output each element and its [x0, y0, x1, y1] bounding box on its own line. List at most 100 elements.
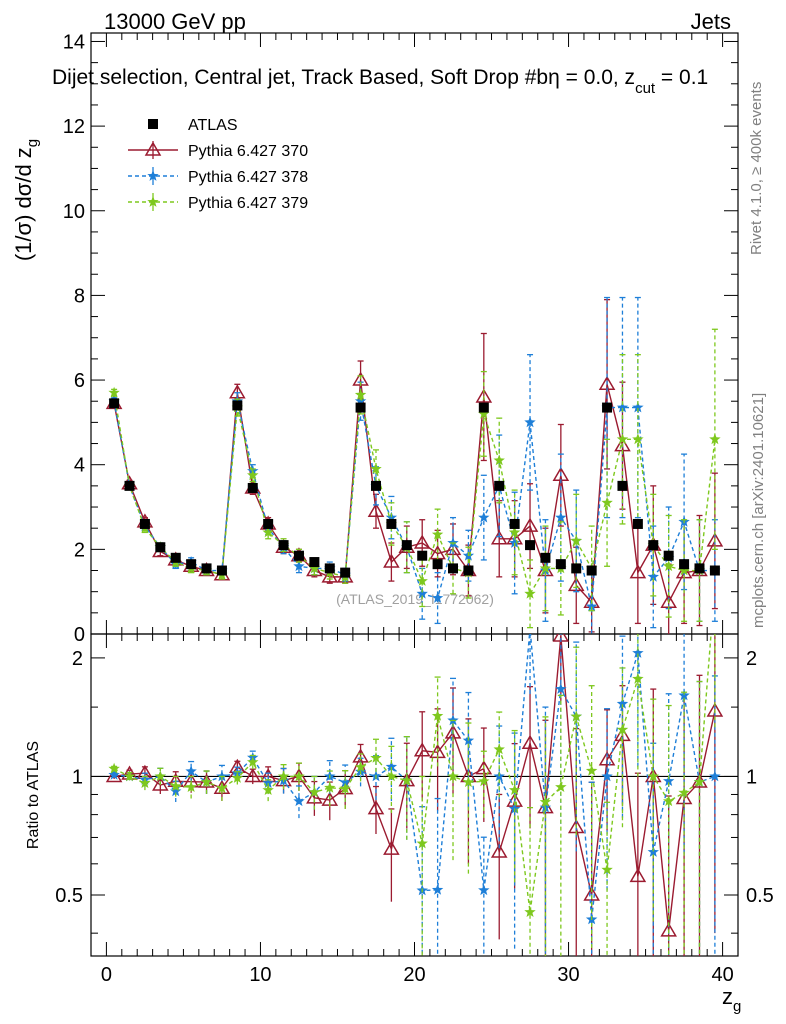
ratio-point	[108, 768, 120, 780]
svg-text:mcplots.cern.ch [arXiv:2401.10: mcplots.cern.ch [arXiv:2401.10621]	[750, 393, 767, 628]
ratio-series-pythia-6-427-379	[108, 634, 716, 956]
y-tick-label: 10	[63, 201, 85, 223]
data-point	[525, 540, 536, 551]
ratio-point	[632, 647, 644, 658]
data-point	[663, 560, 675, 572]
data-point	[602, 402, 613, 413]
data-point	[247, 469, 259, 481]
legend-entry: Pythia 6.427 370	[128, 141, 308, 160]
ratio-point	[490, 843, 508, 858]
ratio-series-line	[113, 635, 716, 931]
ratio-point	[706, 702, 724, 717]
header-left: 13000 GeV pp	[104, 9, 246, 34]
chart-title: Dijet selection, Central jet, Track Base…	[52, 66, 708, 97]
data-point	[632, 433, 644, 445]
data-point	[629, 564, 647, 579]
ratio-point	[385, 770, 398, 782]
data-point	[109, 398, 120, 409]
ratio-tick-label-right: 2	[746, 648, 757, 670]
legend-label: ATLAS	[188, 117, 238, 134]
x-tick-label: 20	[403, 964, 425, 986]
title-main: Dijet selection, Central jet, Track Base…	[52, 66, 548, 89]
ratio-point	[354, 761, 367, 772]
ratio-point	[678, 689, 690, 701]
series-pythia-6-427-378	[108, 296, 721, 634]
ratio-tick-label: 0.5	[55, 885, 83, 907]
data-point	[585, 600, 598, 612]
ratio-point	[170, 785, 182, 797]
ratio-point	[447, 770, 459, 782]
data-point	[586, 565, 597, 576]
y-tick-label: 4	[74, 455, 85, 477]
ratio-axis-label: Ratio to ATLAS	[25, 741, 42, 849]
ratio-point	[647, 846, 659, 857]
data-point	[293, 560, 305, 572]
ratio-tick-label-right: 1	[746, 766, 757, 788]
ratio-point	[170, 780, 182, 792]
ratio-point	[416, 837, 428, 849]
legend-entry: ATLAS	[148, 117, 238, 134]
mcplots-label: mcplots.cern.ch [arXiv:2401.10621]	[750, 393, 767, 628]
data-point	[170, 552, 181, 563]
ratio-point	[247, 756, 259, 767]
legend-marker	[144, 141, 162, 156]
ratio-point	[555, 781, 567, 792]
data-point	[524, 416, 536, 428]
legend-entry: Pythia 6.427 379	[128, 193, 308, 212]
ratio-point	[616, 697, 629, 709]
title-sub: cut	[635, 80, 656, 97]
ratio-point	[663, 775, 675, 786]
svg-text:Rivet 4.1.0, ≥ 400k events: Rivet 4.1.0, ≥ 400k events	[748, 82, 765, 255]
ratio-point	[383, 840, 400, 855]
data-point	[632, 518, 643, 529]
data-point	[539, 562, 552, 574]
ratio-point	[431, 710, 444, 721]
data-point	[555, 559, 566, 570]
data-point	[308, 562, 321, 574]
data-point	[108, 386, 120, 398]
legend: ATLAS Pythia 6.427 370 Pythia 6.427 378 Pyt…	[128, 117, 308, 212]
ratio-point	[262, 777, 274, 788]
series-pythia-6-427-379	[108, 328, 721, 629]
y-tick-label: 14	[63, 31, 85, 53]
data-point	[201, 563, 212, 574]
legend-marker	[147, 170, 159, 181]
ratio-point	[431, 883, 444, 895]
ratio-tick-label-right: 0.5	[746, 885, 774, 907]
data-point	[632, 401, 644, 413]
ratio-point	[629, 867, 647, 883]
data-point	[355, 402, 366, 413]
legend-label: Pythia 6.427 370	[188, 143, 308, 160]
ratio-series-line	[114, 634, 716, 920]
ratio-point	[277, 770, 290, 782]
data-point	[478, 407, 490, 419]
data-point	[186, 559, 197, 570]
ratio-series-pythia-6-427-370	[105, 634, 724, 956]
ratio-point	[139, 777, 151, 788]
ratio-point	[108, 762, 120, 774]
data-point	[540, 552, 551, 563]
ratio-point	[524, 906, 536, 917]
data-point	[493, 454, 505, 466]
data-point	[416, 587, 428, 599]
data-point	[571, 563, 582, 574]
series-pythia-6-427-370	[105, 298, 724, 634]
data-point	[416, 575, 428, 586]
watermark: (ATLAS_2019_I1772062)	[336, 591, 494, 607]
data-point	[494, 480, 505, 491]
data-point	[524, 587, 536, 599]
data-point	[124, 480, 135, 491]
title-eta: η = 0.0, z	[548, 66, 635, 89]
data-point	[263, 518, 274, 529]
ratio-point	[339, 776, 351, 788]
data-point	[508, 526, 521, 538]
data-point	[448, 563, 459, 574]
ratio-point	[308, 786, 321, 798]
ratio-tick-label: 2	[72, 648, 83, 670]
ratio-point	[231, 772, 244, 783]
data-point	[139, 518, 150, 529]
ratio-point	[601, 863, 613, 875]
header-right: Jets	[691, 9, 731, 34]
data-point	[262, 526, 274, 538]
data-point	[278, 540, 289, 551]
